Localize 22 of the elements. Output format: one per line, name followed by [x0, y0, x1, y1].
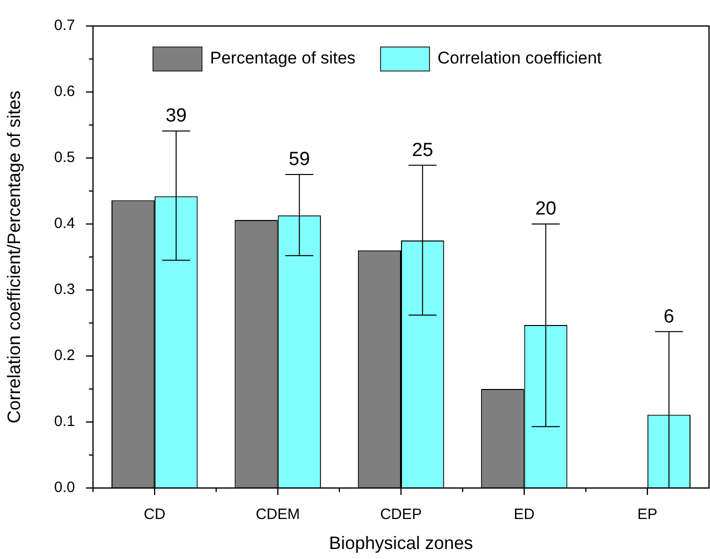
x-axis-title: Biophysical zones	[328, 533, 474, 554]
y-tick-label: 0.2	[54, 347, 75, 364]
x-tick-label: ED	[514, 506, 535, 524]
y-tick-label: 0.6	[54, 83, 75, 100]
annotation: 6	[664, 306, 674, 328]
y-axis-title: Correlation coefficient/Percentage of sites	[4, 90, 24, 424]
y-tick-label: 0.7	[54, 17, 75, 34]
annotation: 59	[288, 149, 310, 170]
annotation: 39	[166, 106, 187, 127]
y-tick-label: 0.5	[54, 149, 75, 166]
annotation: 25	[412, 140, 434, 161]
y-tick-label: 0.4	[54, 215, 75, 232]
legend-label: Percentage of sites	[210, 48, 356, 68]
x-tick-label: CDEP	[380, 506, 422, 524]
x-tick-label: CDEM	[256, 506, 300, 524]
x-tick-label: CD	[144, 506, 166, 524]
legend-label: Correlation coefficient	[438, 48, 602, 68]
x-tick-label: EP	[637, 506, 658, 524]
y-tick-label: 0.3	[54, 281, 75, 298]
y-tick-label: 0.1	[54, 413, 75, 430]
y-tick-label: 0.0	[54, 479, 75, 496]
annotation: 20	[535, 198, 556, 220]
